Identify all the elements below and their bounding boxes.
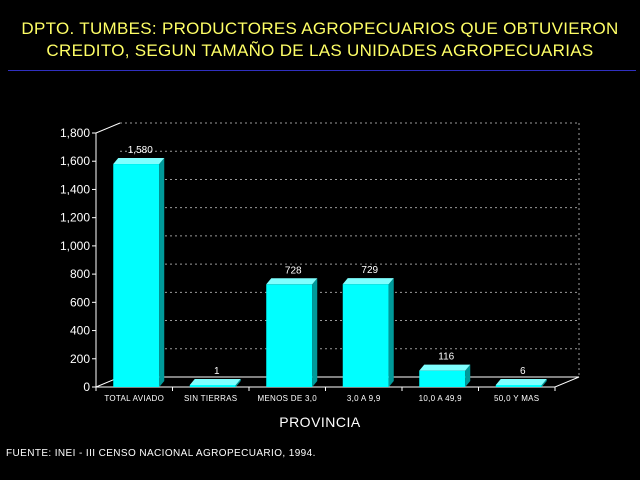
y-tick-label-3: 600 (70, 295, 90, 309)
bar-top-3 (342, 278, 394, 285)
bar-value-label-2: 728 (285, 265, 302, 276)
chart-title-line-2: CREDITO, SEGUN TAMAÑO DE LAS UNIDADES AG… (46, 41, 594, 60)
bar-side-3 (388, 278, 394, 387)
x-tick-label-0: TOTAL AVIADO (104, 394, 164, 403)
source-note: FUENTE: INEI - III CENSO NACIONAL AGROPE… (6, 448, 316, 459)
bar-2 (266, 284, 313, 387)
bar-top-5 (495, 379, 547, 385)
bar-value-label-0: 1,580 (128, 145, 153, 156)
x-tick-label-4: 10,0 A 49,9 (419, 394, 463, 403)
y-tick-label-4: 800 (70, 267, 90, 281)
bar-value-label-5: 6 (520, 366, 526, 377)
bar-top-0 (113, 158, 165, 165)
bar-side-2 (312, 278, 318, 387)
bar-side-4 (465, 364, 471, 387)
bar-value-label-1: 1 (214, 366, 220, 377)
bar-4 (419, 370, 466, 387)
bar-5 (495, 385, 542, 387)
x-tick-label-5: 50,0 Y MAS (494, 394, 539, 403)
bar-top-1 (189, 379, 241, 385)
y-tick-label-8: 1,600 (60, 154, 90, 168)
y-tick-label-2: 400 (70, 324, 90, 338)
y-tick-label-6: 1,200 (60, 211, 90, 225)
bar-value-label-4: 116 (438, 352, 454, 363)
chart-title: DPTO. TUMBES: PRODUCTORES AGROPECUARIOS … (0, 18, 640, 62)
x-tick-label-2: MENOS DE 3,0 (257, 394, 317, 403)
title-divider (8, 70, 636, 71)
bar-top-2 (266, 278, 318, 285)
bar-value-label-3: 729 (361, 265, 378, 276)
bar-side-0 (159, 158, 165, 387)
x-tick-label-1: SIN TIERRAS (184, 394, 237, 403)
y-tick-label-0: 0 (83, 380, 90, 394)
bar-side-5 (541, 379, 547, 387)
x-tick-label-3: 3,0 A 9,9 (347, 394, 381, 403)
y-axis-top-edge (95, 122, 121, 134)
y-tick-label-7: 1,400 (60, 182, 90, 196)
x-axis-label: PROVINCIA (279, 414, 361, 430)
chart-title-line-1: DPTO. TUMBES: PRODUCTORES AGROPECUARIOS … (21, 19, 619, 38)
y-tick-label-5: 1,000 (60, 239, 90, 253)
y-tick-label-1: 200 (70, 352, 90, 366)
y-tick-label-9: 1,800 (60, 126, 90, 140)
bar-3 (342, 284, 389, 387)
bar-top-4 (419, 364, 471, 371)
bar-1 (189, 385, 236, 387)
bar-0 (113, 164, 160, 387)
bar-side-1 (235, 379, 241, 387)
